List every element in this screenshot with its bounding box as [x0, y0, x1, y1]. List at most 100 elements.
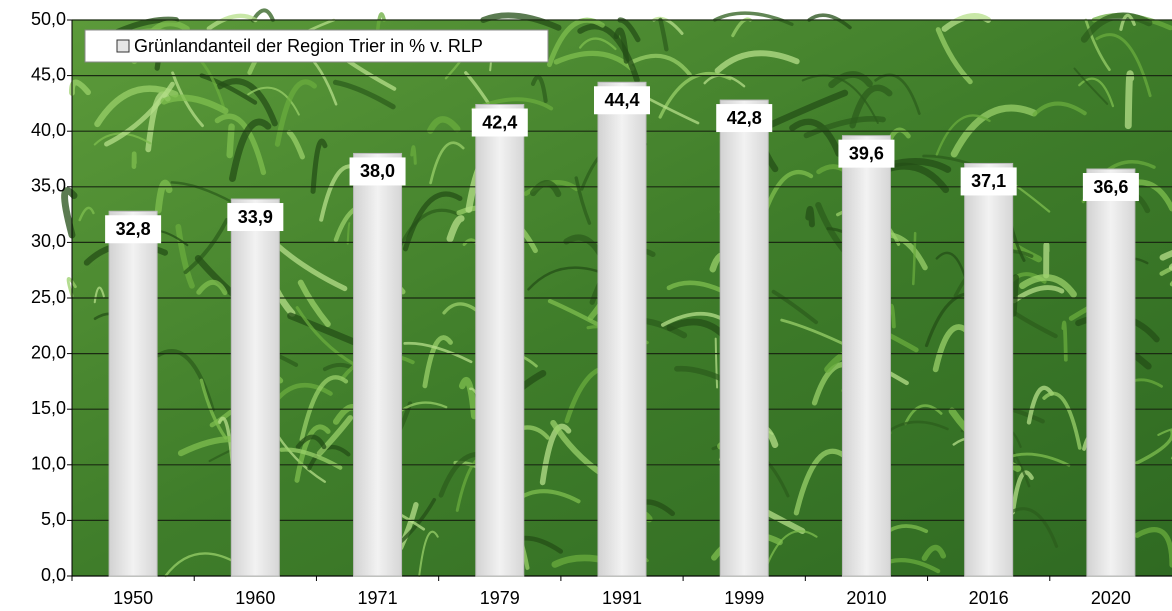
bar [1086, 168, 1136, 577]
grass-blade [402, 191, 463, 252]
grass-blade [229, 118, 272, 182]
grass-blade [546, 17, 605, 68]
grass-blade [550, 419, 606, 477]
y-tick-label: 15,0 [31, 398, 66, 418]
grass-blade [446, 215, 465, 243]
data-label-box [838, 139, 895, 168]
legend-swatch [116, 39, 130, 53]
grass-blade [803, 116, 886, 139]
y-tick-label: 20,0 [31, 342, 66, 362]
bar [964, 162, 1014, 577]
grass-blade [714, 337, 719, 389]
grass-blade [164, 552, 234, 578]
data-label-box [716, 104, 773, 133]
grass-blade [199, 378, 228, 440]
grass-blade [805, 206, 815, 228]
data-label: 44,4 [604, 90, 639, 110]
data-label: 38,0 [360, 161, 395, 181]
grass-blade [216, 78, 278, 127]
grass-blade [272, 240, 348, 292]
grass-blade [658, 17, 669, 52]
grass-blade [1159, 266, 1172, 287]
grass-blade [1073, 67, 1109, 105]
grass-blade [1124, 70, 1135, 130]
grass-blade [921, 544, 947, 562]
data-label-box [105, 215, 162, 244]
data-label-box [960, 167, 1017, 196]
data-label: 37,1 [971, 171, 1006, 191]
grass-blade [530, 74, 548, 104]
y-tick-label: 45,0 [31, 64, 66, 84]
grass-blade [874, 73, 921, 115]
data-label: 42,4 [482, 112, 517, 132]
grass-blade [1010, 470, 1034, 515]
grass-blade [397, 502, 419, 551]
data-label-box [349, 157, 406, 186]
x-tick-label: 1950 [113, 588, 153, 608]
grass-blade [578, 37, 617, 51]
grass-blade [160, 94, 229, 115]
grass-blade [61, 187, 78, 239]
grass-blade [403, 341, 473, 364]
grass-blade [553, 50, 635, 72]
grass-blade [175, 223, 195, 289]
grass-blade [297, 279, 331, 328]
bar [108, 210, 158, 577]
grass-blade [458, 377, 478, 420]
x-tick-label: 2010 [846, 588, 886, 608]
grass-blade [714, 50, 800, 74]
y-tick-label: 50,0 [31, 9, 66, 29]
grass-blade [793, 448, 847, 516]
grass-blade [295, 306, 356, 366]
x-tick-label: 1999 [724, 588, 764, 608]
data-label-box [594, 86, 650, 115]
grass-blade [529, 180, 562, 198]
y-tick-label: 40,0 [31, 120, 66, 140]
grass-blade [904, 404, 943, 426]
grass-blade [1078, 77, 1115, 108]
grass-blade [422, 335, 453, 389]
grass-blade [626, 53, 692, 77]
grass-blade [941, 13, 992, 32]
data-label-box [227, 203, 284, 232]
data-label-box [1082, 173, 1139, 202]
data-label: 36,6 [1093, 177, 1128, 197]
grass-blade [574, 176, 592, 225]
grass-blade [295, 434, 327, 450]
grass-blade [935, 114, 991, 156]
grass-blade [332, 79, 396, 110]
y-tick-label: 35,0 [31, 176, 66, 196]
bar [841, 135, 891, 577]
grass-blade [1084, 18, 1111, 72]
grass-blade [801, 74, 879, 124]
grass-blade [299, 375, 349, 442]
x-tick-label: 2020 [1091, 588, 1131, 608]
grass-blade [274, 79, 317, 147]
y-tick-label: 25,0 [31, 287, 66, 307]
grass-blade [226, 123, 235, 159]
grass-blade [807, 13, 852, 30]
x-tick-label: 1991 [602, 588, 642, 608]
grass-blade [273, 382, 333, 404]
grass-blade [418, 530, 439, 578]
grass-blade [464, 71, 490, 105]
grass-blade [78, 206, 95, 222]
y-tick-label: 0,0 [41, 565, 66, 585]
grass-blade [480, 12, 562, 31]
x-tick-label: 2016 [969, 588, 1009, 608]
grass-blade [1159, 250, 1172, 271]
grass-blade [765, 530, 818, 569]
y-tick-label: 30,0 [31, 231, 66, 251]
grass-blade [950, 104, 1038, 158]
grass-blade [1119, 13, 1136, 31]
grass-blade [131, 151, 137, 169]
grass-blade [214, 113, 267, 176]
legend-label: Grünlandanteil der Region Trier in % v. … [134, 36, 483, 56]
grass-blade [196, 279, 228, 296]
y-tick-label: 5,0 [41, 509, 66, 529]
grass-blade [828, 71, 873, 89]
grass-blade [171, 71, 204, 128]
bar [353, 152, 403, 577]
data-label: 32,8 [116, 219, 151, 239]
